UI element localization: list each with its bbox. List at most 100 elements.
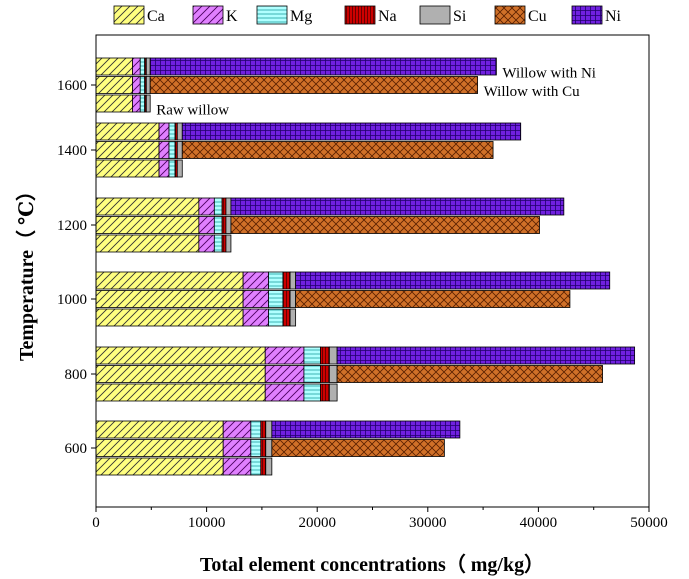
bar-segment-600-willow-with-ni-si: [265, 420, 273, 439]
x-tick-label: 10000: [188, 515, 226, 531]
bar-segment-1600-willow-with-cu-k: [132, 76, 141, 94]
bar-segment-600-willow-with-ni-k: [222, 420, 252, 439]
legend-swatch-ca: [113, 5, 145, 25]
bar-segment-1600-willow-with-cu-cu: [149, 76, 478, 94]
legend-swatch-ni: [571, 5, 603, 25]
bar-segment-1600-willow-with-ni-ca: [95, 57, 133, 76]
bar-segment-800-raw-willow-mg: [303, 383, 321, 402]
bar-segment-1200-willow-with-cu-cu: [230, 216, 540, 234]
bar-segment-1200-willow-with-cu-mg: [213, 216, 223, 234]
bar-segment-1200-willow-with-cu-na: [221, 216, 227, 234]
bar-segment-1400-willow-with-ni-k: [158, 122, 170, 141]
legend-label-na: Na: [378, 8, 397, 25]
bar-segment-1000-willow-with-cu-k: [242, 290, 269, 308]
bar-segment-1200-raw-willow-si: [225, 234, 232, 253]
bar-segment-600-willow-with-cu-mg: [250, 439, 262, 457]
bar-segment-1600-willow-with-ni-ni: [149, 57, 497, 76]
bar-segment-600-willow-with-cu-ca: [95, 439, 224, 457]
bar-segment-1600-willow-with-ni-mg: [139, 57, 146, 76]
bar-segment-1200-raw-willow-na: [221, 234, 227, 253]
bar-segment-600-raw-willow-si: [265, 457, 273, 476]
bar-segment-1200-raw-willow-mg: [213, 234, 223, 253]
bar-segment-600-willow-with-ni-na: [260, 420, 267, 439]
bar-segment-1000-willow-with-ni-si: [289, 271, 297, 290]
bar-segment-1400-willow-with-ni-mg: [168, 122, 176, 141]
bar-segment-600-willow-with-ni-mg: [250, 420, 262, 439]
y-tick-label: 1400: [57, 143, 87, 159]
bar-segment-800-willow-with-ni-na: [320, 346, 330, 365]
bar-segment-800-willow-with-cu-si: [328, 365, 338, 383]
y-axis-ticks: 1600 1400 1200 1000 800 600: [57, 78, 96, 457]
bar-segment-800-willow-with-ni-si: [328, 346, 338, 365]
bar-segment-1000-willow-with-cu-ca: [95, 290, 244, 308]
bar-segment-1400-willow-with-cu-ca: [95, 141, 160, 159]
legend-label-mg: Mg: [290, 8, 312, 25]
bar-segment-1400-raw-willow-mg: [168, 159, 176, 178]
bar-segment-800-willow-with-ni-mg: [303, 346, 321, 365]
y-tick-label: 1600: [57, 78, 87, 94]
bar-segment-1600-willow-with-cu-mg: [139, 76, 146, 94]
bar-segment-800-raw-willow-k: [264, 383, 305, 402]
legend-label-k: K: [226, 8, 238, 25]
bar-segment-1000-willow-with-ni-ca: [95, 271, 244, 290]
bar-segment-1000-willow-with-ni-ni: [295, 271, 611, 290]
bar-segment-1000-willow-with-ni-k: [242, 271, 269, 290]
bar-segment-1400-willow-with-cu-mg: [168, 141, 176, 159]
annotation-raw-willow: Raw willow: [156, 103, 229, 119]
bar-segment-1400-willow-with-ni-ca: [95, 122, 160, 141]
legend-swatch-mg: [256, 5, 288, 25]
bar-segment-1200-willow-with-ni-ca: [95, 197, 200, 216]
bar-segment-600-willow-with-cu-cu: [271, 439, 445, 457]
bar-segment-1000-willow-with-ni-na: [282, 271, 291, 290]
bar-segment-1600-willow-with-ni-si: [145, 57, 151, 76]
x-tick-label: 50000: [630, 515, 668, 531]
bar-segment-1200-willow-with-cu-k: [198, 216, 215, 234]
annotation-willow-with-ni: Willow with Ni: [502, 66, 596, 82]
bar-segment-1000-willow-with-ni-mg: [268, 271, 284, 290]
bar-segment-1400-raw-willow-si: [176, 159, 183, 178]
y-tick-label: 600: [65, 441, 88, 457]
bar-segment-600-raw-willow-k: [222, 457, 252, 476]
bar-segment-1000-raw-willow-si: [289, 308, 297, 327]
bar-segment-600-raw-willow-ca: [95, 457, 224, 476]
bars-layer: [95, 57, 636, 476]
legend-label-ni: Ni: [605, 8, 622, 25]
bar-segment-1400-willow-with-cu-k: [158, 141, 170, 159]
bar-segment-800-willow-with-cu-ca: [95, 365, 266, 383]
bar-segment-1600-willow-with-ni-k: [132, 57, 141, 76]
legend-swatch-cu: [494, 5, 526, 25]
bar-segment-1600-willow-with-cu-si: [145, 76, 151, 94]
bar-segment-1600-raw-willow-si: [145, 94, 151, 113]
bar-segment-1400-willow-with-ni-ni: [181, 122, 522, 141]
bar-segment-1600-willow-with-cu-ca: [95, 76, 133, 94]
bar-segment-800-willow-with-ni-k: [264, 346, 305, 365]
bar-segment-1400-willow-with-cu-si: [176, 141, 183, 159]
bar-segment-800-raw-willow-na: [320, 383, 330, 402]
x-tick-label: 20000: [298, 515, 336, 531]
bar-segment-1000-willow-with-cu-si: [289, 290, 297, 308]
bar-segment-1000-raw-willow-ca: [95, 308, 244, 327]
bar-segment-1600-raw-willow-ca: [95, 94, 133, 113]
bar-segment-1000-raw-willow-mg: [268, 308, 284, 327]
bar-segment-800-willow-with-cu-mg: [303, 365, 321, 383]
x-axis-ticks: 0 10000 20000 30000 40000 50000: [92, 507, 668, 531]
bar-segment-800-willow-with-cu-k: [264, 365, 305, 383]
x-tick-label: 0: [92, 515, 100, 531]
bar-segment-1200-willow-with-cu-si: [225, 216, 232, 234]
bar-segment-1000-raw-willow-na: [282, 308, 291, 327]
bar-segment-600-willow-with-cu-si: [265, 439, 273, 457]
bar-segment-1000-raw-willow-k: [242, 308, 269, 327]
bar-segment-1200-willow-with-ni-na: [221, 197, 227, 216]
bar-segment-1400-willow-with-ni-si: [176, 122, 183, 141]
y-tick-label: 1000: [57, 292, 87, 308]
y-axis-title: Temperature（ ℃）: [15, 181, 38, 361]
legend-swatch-k: [192, 5, 224, 25]
bar-segment-1200-willow-with-ni-si: [225, 197, 232, 216]
bar-segment-1000-willow-with-cu-cu: [295, 290, 571, 308]
bar-segment-600-willow-with-cu-na: [260, 439, 267, 457]
bar-segment-1600-raw-willow-k: [132, 94, 141, 113]
legend-label-ca: Ca: [147, 8, 165, 25]
legend-swatch-si: [419, 5, 451, 25]
legend: Ca K Mg Na Si Cu Ni: [113, 5, 622, 25]
